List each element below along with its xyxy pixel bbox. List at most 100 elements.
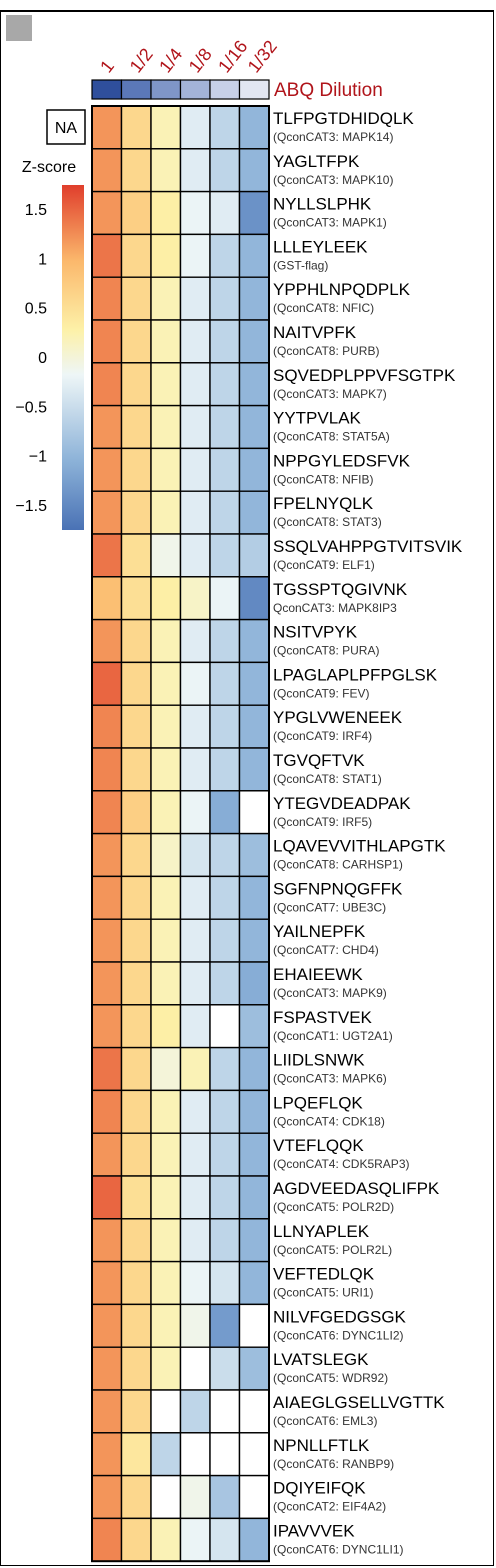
heatmap-cell xyxy=(120,618,152,664)
heatmap-cell xyxy=(179,1389,211,1434)
heatmap-cell xyxy=(209,362,241,407)
peptide-label: NYLLSLPHK xyxy=(273,195,372,214)
heatmap-cell xyxy=(150,490,182,535)
heatmap-cell xyxy=(238,276,270,321)
heatmap-cell xyxy=(209,961,241,1006)
protein-label: (GST-flag) xyxy=(273,258,328,272)
heatmap-cell xyxy=(150,404,182,450)
heatmap-cell xyxy=(179,1260,211,1306)
heatmap-cell xyxy=(120,490,152,535)
heatmap-cell xyxy=(238,148,270,193)
heatmap-cell xyxy=(120,790,152,835)
heatmap-cell xyxy=(179,1474,211,1520)
heatmap-cell xyxy=(179,1346,211,1391)
heatmap-cell xyxy=(179,618,211,664)
heatmap-cell xyxy=(91,447,123,492)
heatmap-cell xyxy=(120,1218,152,1263)
heatmap-cell xyxy=(179,105,211,150)
heatmap-cell xyxy=(150,1175,182,1220)
heatmap-cell xyxy=(179,576,211,621)
dilution-label-0: 1 xyxy=(96,56,118,76)
zscore-tick-0: 1.5 xyxy=(25,202,47,219)
heatmap-cell xyxy=(91,1046,123,1092)
dilution-label-2: 1/4 xyxy=(155,44,186,76)
peptide-label: YPGLVWENEEK xyxy=(273,708,403,727)
heatmap-cell xyxy=(179,832,211,878)
peptide-label: NSITVPYK xyxy=(273,623,358,642)
peptide-label: FPELNYQLK xyxy=(273,494,374,513)
heatmap-cell xyxy=(91,105,123,150)
heatmap-cell xyxy=(120,1132,152,1177)
heatmap-cell xyxy=(179,1046,211,1092)
protein-label: (QconCAT3: MAPK10) xyxy=(273,173,393,187)
heatmap-cell xyxy=(150,362,182,407)
heatmap-cell xyxy=(179,1517,211,1562)
heatmap-cell xyxy=(91,1004,123,1049)
zscore-title: Z-score xyxy=(22,159,76,176)
heatmap-cell xyxy=(150,1432,182,1477)
peptide-label: SGFNPNQGFFK xyxy=(273,879,403,898)
heatmap-cell xyxy=(209,618,241,664)
peptide-label: NAITVPFK xyxy=(273,323,357,342)
heatmap-cell xyxy=(150,832,182,878)
heatmap-cell xyxy=(209,105,241,150)
peptide-label: LPQEFLQK xyxy=(273,1093,363,1112)
protein-label: (QconCAT1: UGT2A1) xyxy=(273,1029,393,1043)
heatmap-cell xyxy=(120,1046,152,1092)
heatmap-cell xyxy=(150,233,182,278)
heatmap-cell xyxy=(91,319,123,364)
heatmap-cell xyxy=(150,1046,182,1092)
heatmap-cell xyxy=(150,1474,182,1520)
heatmap-cell xyxy=(209,190,241,236)
heatmap-cell xyxy=(120,1260,152,1306)
heatmap-cell xyxy=(150,148,182,193)
protein-label: (QconCAT8: PURA) xyxy=(273,644,379,658)
heatmap-cell xyxy=(209,1517,241,1562)
peptide-label: LQAVEVVITHLAPGTK xyxy=(273,837,446,856)
heatmap-cell xyxy=(91,1474,123,1520)
heatmap-cell xyxy=(150,747,182,792)
heatmap-cell xyxy=(179,661,211,706)
heatmap-cell xyxy=(120,918,152,963)
heatmap-cell xyxy=(120,362,152,407)
heatmap-cell xyxy=(238,533,270,578)
zscore-tick-4: −0.5 xyxy=(15,399,47,416)
heatmap-cell xyxy=(120,276,152,321)
heatmap-cell xyxy=(150,790,182,835)
heatmap-cell xyxy=(179,704,211,749)
heatmap-cell xyxy=(150,533,182,578)
peptide-label: LVATSLEGK xyxy=(273,1350,369,1369)
heatmap-cell xyxy=(238,747,270,792)
heatmap-cell xyxy=(209,1089,241,1134)
protein-label: (QconCAT8: NFIC) xyxy=(273,301,374,315)
heatmap-cell xyxy=(179,404,211,450)
heatmap-cell xyxy=(238,1474,270,1520)
protein-label: (QconCAT5: WDR92) xyxy=(273,1371,388,1385)
heatmap-cell xyxy=(179,790,211,835)
heatmap-cell xyxy=(238,1218,270,1263)
heatmap-cell xyxy=(238,661,270,706)
heatmap-cell xyxy=(209,1175,241,1220)
heatmap-cell xyxy=(209,832,241,878)
heatmap-cell xyxy=(179,233,211,278)
heatmap-cell xyxy=(150,105,182,150)
peptide-label: YAILNEPFK xyxy=(273,922,366,941)
heatmap-cell xyxy=(91,704,123,749)
peptide-label: YPPHLNPQDPLK xyxy=(273,280,411,299)
protein-label: (QconCAT5: POLR2L) xyxy=(273,1243,392,1257)
heatmap-cell xyxy=(120,1089,152,1134)
heatmap-cell xyxy=(238,790,270,835)
protein-label: (QconCAT8: PURB) xyxy=(273,344,379,358)
heatmap-cell xyxy=(120,1004,152,1049)
peptide-label: IPAVVVEK xyxy=(273,1521,355,1540)
dilution-label-4: 1/16 xyxy=(214,37,251,77)
protein-label: (QconCAT3: MAPK7) xyxy=(273,387,387,401)
protein-label: (QconCAT7: UBE3C) xyxy=(273,900,386,914)
heatmap-cell xyxy=(91,918,123,963)
heatmap-cell xyxy=(91,961,123,1006)
protein-label: (QconCAT8: NFIB) xyxy=(273,472,373,486)
heatmap-cell xyxy=(238,190,270,236)
dilution-bar-cell-4 xyxy=(209,79,241,100)
heatmap-cells xyxy=(91,105,270,1563)
